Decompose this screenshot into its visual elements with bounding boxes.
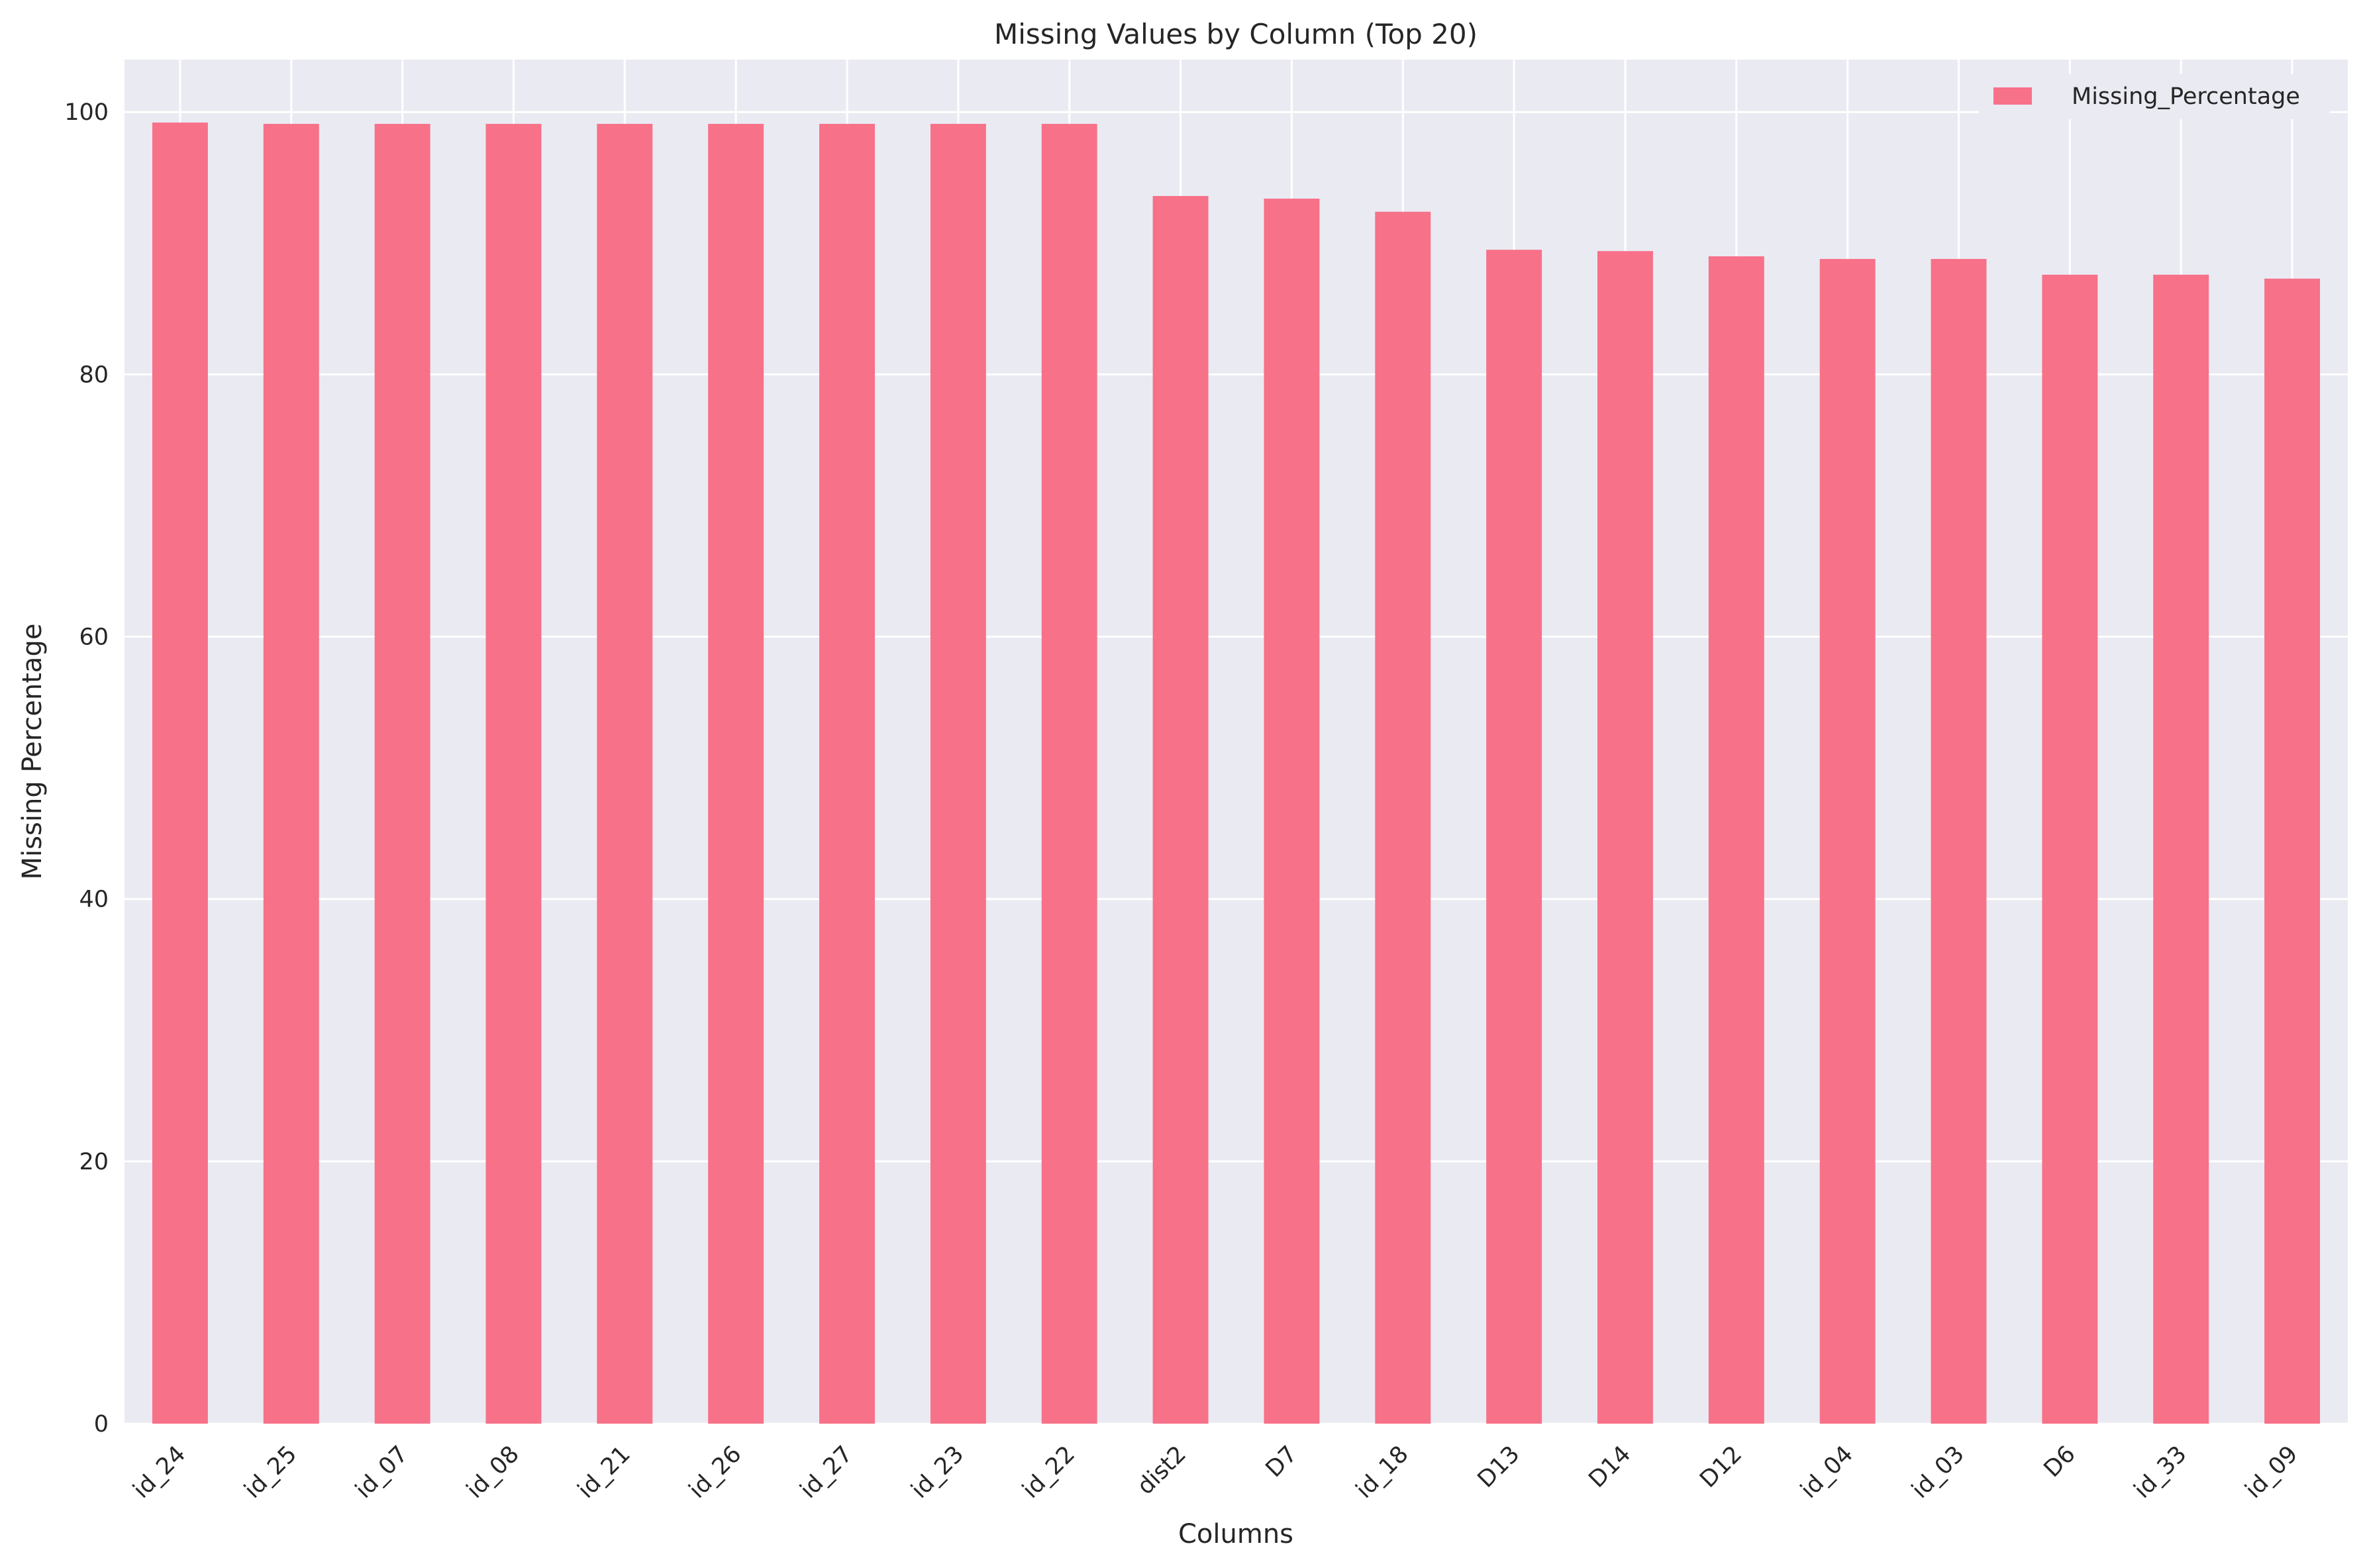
y-axis-ticks: 0 20 40 60 80 100: [64, 99, 109, 1438]
bar-id_22: [1041, 124, 1097, 1424]
x-tick-label: dist2: [1132, 1441, 1191, 1500]
x-tick-label: D14: [1584, 1441, 1636, 1493]
bar-D13: [1486, 250, 1542, 1424]
bar-id_25: [263, 124, 319, 1424]
bar-id_27: [819, 124, 875, 1424]
x-tick-label: id_09: [2240, 1441, 2303, 1504]
x-tick-label: id_22: [1017, 1441, 1080, 1504]
x-tick-label: id_33: [2129, 1441, 2192, 1504]
x-tick-label: D6: [2039, 1441, 2081, 1483]
x-tick-label: id_23: [906, 1441, 969, 1504]
y-tick-label: 20: [79, 1149, 109, 1175]
x-axis-ticks: id_24 id_25 id_07 id_08 id_21 id_26 id_27 id_23…: [128, 1441, 2303, 1504]
x-tick-label: id_04: [1795, 1441, 1858, 1504]
bar-id_24: [152, 122, 208, 1424]
x-tick-label: id_25: [239, 1441, 302, 1504]
x-tick-label: D7: [1261, 1441, 1303, 1483]
legend-label: Missing_Percentage: [2072, 83, 2300, 110]
bar-id_08: [485, 124, 542, 1424]
legend: Missing_Percentage: [1979, 74, 2330, 119]
x-tick-label: id_27: [795, 1441, 858, 1504]
plot-area: [125, 60, 2348, 1425]
x-tick-label: D12: [1695, 1441, 1747, 1493]
y-tick-label: 60: [79, 624, 109, 651]
y-tick-label: 100: [64, 99, 109, 126]
bar-id_04: [1819, 259, 1876, 1424]
y-tick-label: 0: [94, 1411, 109, 1438]
bar-dist2: [1152, 196, 1209, 1424]
bar-id_23: [930, 124, 986, 1424]
bar-id_26: [708, 124, 764, 1424]
x-tick-label: D13: [1473, 1441, 1525, 1493]
bar-id_09: [2264, 278, 2321, 1424]
bar-id_18: [1375, 211, 1431, 1424]
y-axis-label: Missing Percentage: [17, 624, 48, 880]
bar-D12: [1708, 256, 1764, 1424]
bar-D6: [2042, 274, 2098, 1424]
x-tick-label: id_24: [128, 1441, 191, 1504]
x-tick-label: id_08: [462, 1441, 525, 1504]
bar-id_33: [2153, 274, 2209, 1424]
bar-D14: [1597, 251, 1653, 1424]
bar-id_03: [1931, 259, 1987, 1424]
y-tick-label: 80: [79, 362, 109, 388]
x-tick-label: id_18: [1351, 1441, 1414, 1504]
y-tick-label: 40: [79, 887, 109, 913]
chart-title: Missing Values by Column (Top 20): [994, 18, 1478, 50]
bar-D7: [1264, 198, 1320, 1424]
legend-frame: [1979, 74, 2330, 119]
x-tick-label: id_21: [573, 1441, 636, 1504]
legend-swatch: [1993, 87, 2032, 105]
x-axis-label: Columns: [1178, 1519, 1293, 1549]
plot-background: [125, 60, 2348, 1424]
x-tick-label: id_03: [1907, 1441, 1970, 1504]
bar-id_07: [374, 124, 430, 1424]
bar-id_21: [597, 124, 653, 1424]
x-tick-label: id_26: [684, 1441, 747, 1504]
x-tick-label: id_07: [350, 1441, 413, 1504]
